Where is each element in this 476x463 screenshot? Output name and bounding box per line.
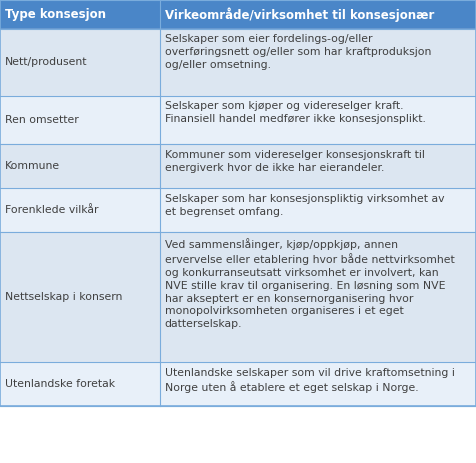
Text: Utenlandske foretak: Utenlandske foretak bbox=[5, 379, 115, 389]
Text: Selskaper som har konsesjonspliktig virksomhet av
et begrenset omfang.: Selskaper som har konsesjonspliktig virk… bbox=[165, 194, 444, 217]
Text: Selskaper som kjøper og videreselger kraft.
Finansiell handel medfører ikke kons: Selskaper som kjøper og videreselger kra… bbox=[165, 101, 426, 124]
Bar bbox=[0, 232, 476, 362]
Bar bbox=[0, 96, 476, 144]
Text: Ren omsetter: Ren omsetter bbox=[5, 115, 79, 125]
Bar bbox=[0, 144, 476, 188]
Text: Nettselskap i konsern: Nettselskap i konsern bbox=[5, 292, 122, 302]
Text: Nett/produsent: Nett/produsent bbox=[5, 57, 87, 67]
Bar bbox=[0, 362, 476, 406]
Text: Ved sammenslåinger, kjøp/oppkjøp, annen
ervervelse eller etablering hvor både ne: Ved sammenslåinger, kjøp/oppkjøp, annen … bbox=[165, 238, 455, 329]
Text: Virkeområde/virksomhet til konsesjonær: Virkeområde/virksomhet til konsesjonær bbox=[165, 7, 434, 22]
Bar bbox=[0, 29, 476, 96]
Text: Kommune: Kommune bbox=[5, 162, 60, 171]
Bar bbox=[0, 188, 476, 232]
Text: Utenlandske selskaper som vil drive kraftomsetning i
Norge uten å etablere et eg: Utenlandske selskaper som vil drive kraf… bbox=[165, 368, 455, 393]
Text: Forenklede vilkår: Forenklede vilkår bbox=[5, 206, 98, 215]
Text: Kommuner som videreselger konsesjonskraft til
energiverk hvor de ikke har eieran: Kommuner som videreselger konsesjonskraf… bbox=[165, 150, 425, 173]
Text: Selskaper som eier fordelings-og/eller
overføringsnett og/eller som har kraftpro: Selskaper som eier fordelings-og/eller o… bbox=[165, 34, 431, 70]
Bar bbox=[0, 0, 476, 29]
Text: Type konsesjon: Type konsesjon bbox=[5, 8, 106, 21]
